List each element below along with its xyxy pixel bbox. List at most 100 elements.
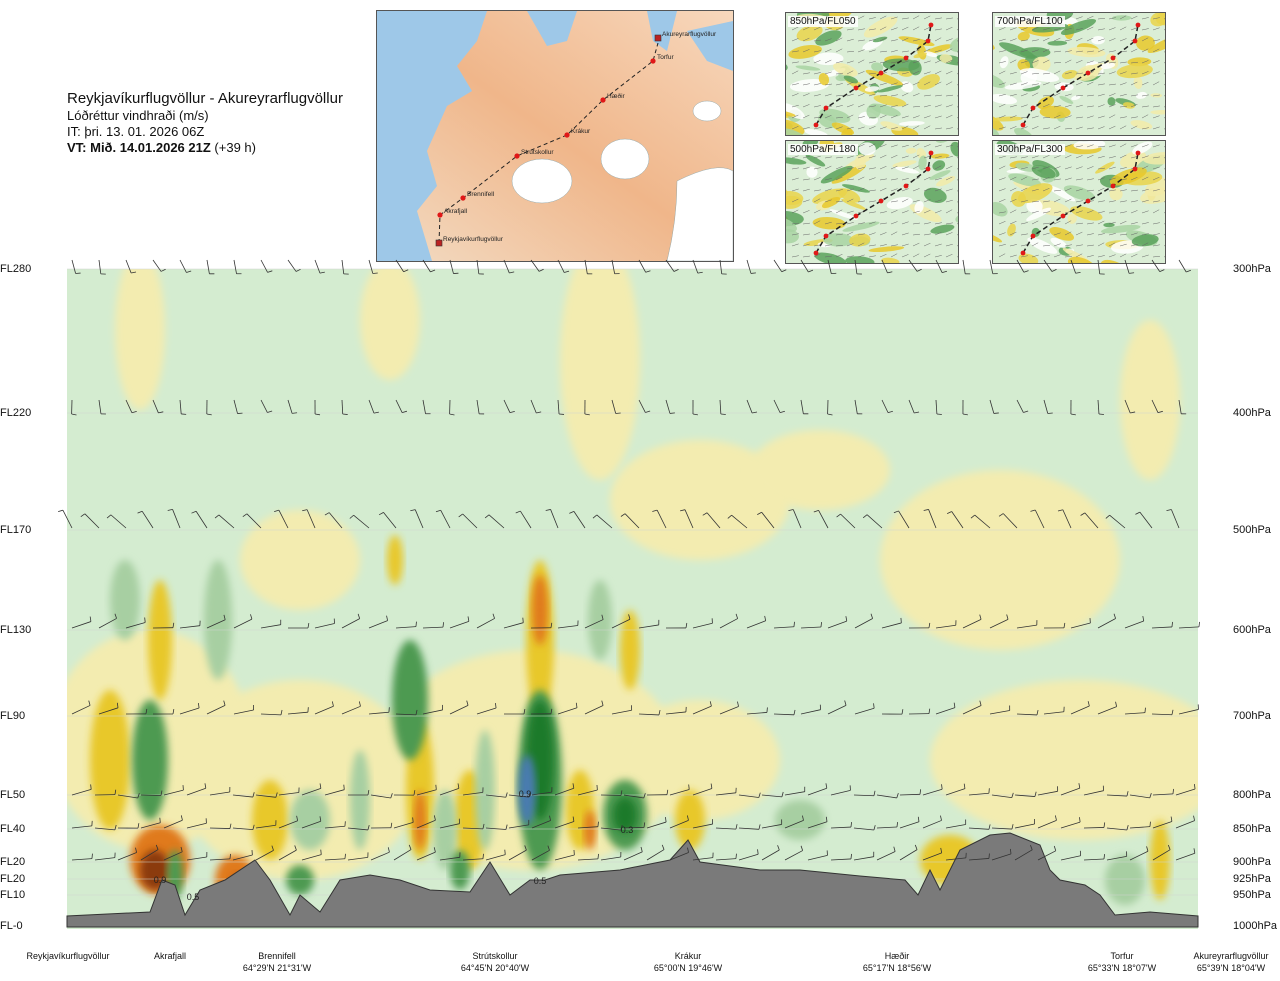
wind-barb xyxy=(923,509,937,529)
wind-barb xyxy=(557,399,565,415)
wind-barb xyxy=(935,259,948,273)
wind-barb xyxy=(531,845,550,861)
contour-region xyxy=(204,560,232,680)
wind-barb xyxy=(1083,822,1106,829)
wind-barb xyxy=(692,701,712,715)
wind-barb xyxy=(140,790,163,796)
wind-barb xyxy=(449,700,469,715)
inset-700-map xyxy=(993,13,1165,135)
wind-barb xyxy=(922,847,943,861)
wind-barb xyxy=(1097,613,1116,629)
station-name: Reykjavíkurflugvöllur xyxy=(26,951,110,961)
wind-barb xyxy=(476,399,485,415)
wind-barb xyxy=(1135,511,1153,529)
wind-barb xyxy=(1129,821,1151,829)
wind-barb xyxy=(530,259,544,272)
wind-barb xyxy=(970,514,991,529)
contour-value-label: 0.9 xyxy=(519,789,532,799)
wind-barb xyxy=(611,614,631,629)
station-label: Reykjavíkurflugvöllur xyxy=(8,950,128,962)
map-point-label: Torfur xyxy=(657,54,674,61)
wind-barb xyxy=(854,703,875,715)
wind-barb xyxy=(554,816,575,829)
map-point: Torfur xyxy=(650,54,674,64)
wind-barb xyxy=(807,816,828,829)
wind-barb xyxy=(179,399,187,415)
wind-barb xyxy=(58,509,73,529)
wind-barb xyxy=(746,615,767,629)
wind-barb xyxy=(800,399,809,415)
contour-value-label: 0.9 xyxy=(154,875,167,885)
wind-barb xyxy=(206,399,212,416)
wind-barb xyxy=(1037,786,1059,796)
wind-barb xyxy=(179,620,201,629)
wind-barb xyxy=(1060,783,1081,796)
wind-barb xyxy=(209,786,231,796)
wind-barb xyxy=(140,817,161,829)
pressure-level-label: 800hPa xyxy=(1233,789,1271,801)
wind-barb xyxy=(738,849,759,861)
contour-region xyxy=(475,730,495,850)
wind-barb xyxy=(1057,509,1072,529)
wind-barb xyxy=(209,853,231,861)
contour-region xyxy=(90,690,130,830)
wind-barb xyxy=(738,824,761,830)
wind-barb xyxy=(623,793,646,799)
station-name: Brennifell xyxy=(258,951,296,961)
wind-barb xyxy=(393,817,414,829)
wind-barb xyxy=(274,509,289,529)
station-label: Brennifell 64°29'N 21°31'W xyxy=(217,950,337,974)
wind-barb xyxy=(623,846,643,861)
map-point-label: Strútskollur xyxy=(521,149,554,156)
station-label: Strútskollur 64°45'N 20°40'W xyxy=(435,950,555,974)
wind-barb xyxy=(152,708,175,715)
wind-barb xyxy=(665,622,688,629)
wind-barb xyxy=(646,817,667,829)
wind-barb xyxy=(881,709,904,715)
inset-300hpa: 300hPa/FL300 xyxy=(992,140,1166,264)
wind-barb xyxy=(1016,620,1038,629)
wind-barb xyxy=(1124,259,1135,274)
pressure-level-label: 600hPa xyxy=(1233,624,1271,636)
wind-barb xyxy=(1106,825,1129,831)
wind-barb xyxy=(422,622,445,629)
wind-barb xyxy=(368,707,390,715)
wind-barb xyxy=(646,844,665,861)
contour-region xyxy=(930,680,1198,840)
wind-barb xyxy=(830,785,851,796)
wind-barb xyxy=(968,824,991,830)
wind-barb xyxy=(727,514,748,529)
wind-barb xyxy=(998,513,1018,529)
init-time: IT: þri. 13. 01. 2026 06Z xyxy=(67,124,205,139)
wind-barb xyxy=(584,614,604,629)
wind-barb xyxy=(1070,399,1076,416)
wind-barb xyxy=(125,708,148,715)
wind-barb xyxy=(1152,816,1173,829)
wind-barb xyxy=(416,847,436,861)
wind-barb xyxy=(1178,259,1191,273)
wind-barb xyxy=(233,704,254,715)
wind-barb xyxy=(1151,399,1163,414)
wind-barb xyxy=(515,510,532,529)
station-label: Akrafjall xyxy=(110,950,230,962)
contour-region xyxy=(148,580,172,700)
flight-level-label: FL10 xyxy=(0,889,26,901)
wind-barb xyxy=(314,399,321,416)
wind-barb xyxy=(1016,259,1029,273)
contour-region xyxy=(613,797,637,833)
wind-barb xyxy=(962,399,968,416)
wind-barb xyxy=(71,700,91,715)
contour-region xyxy=(675,790,705,850)
valid-time: VT: Mið. 14.01.2026 21Z (+39 h) xyxy=(67,140,256,155)
wind-barb xyxy=(260,399,273,413)
wind-barb xyxy=(600,852,622,861)
wind-barb xyxy=(773,621,795,629)
wind-barb xyxy=(232,850,253,861)
wind-barb xyxy=(554,783,575,796)
wind-barb xyxy=(577,821,599,829)
wind-barb xyxy=(935,702,956,715)
wind-barb xyxy=(449,259,459,274)
wind-barb xyxy=(1178,621,1200,629)
wind-barb xyxy=(761,845,780,861)
wind-barb xyxy=(584,259,593,275)
